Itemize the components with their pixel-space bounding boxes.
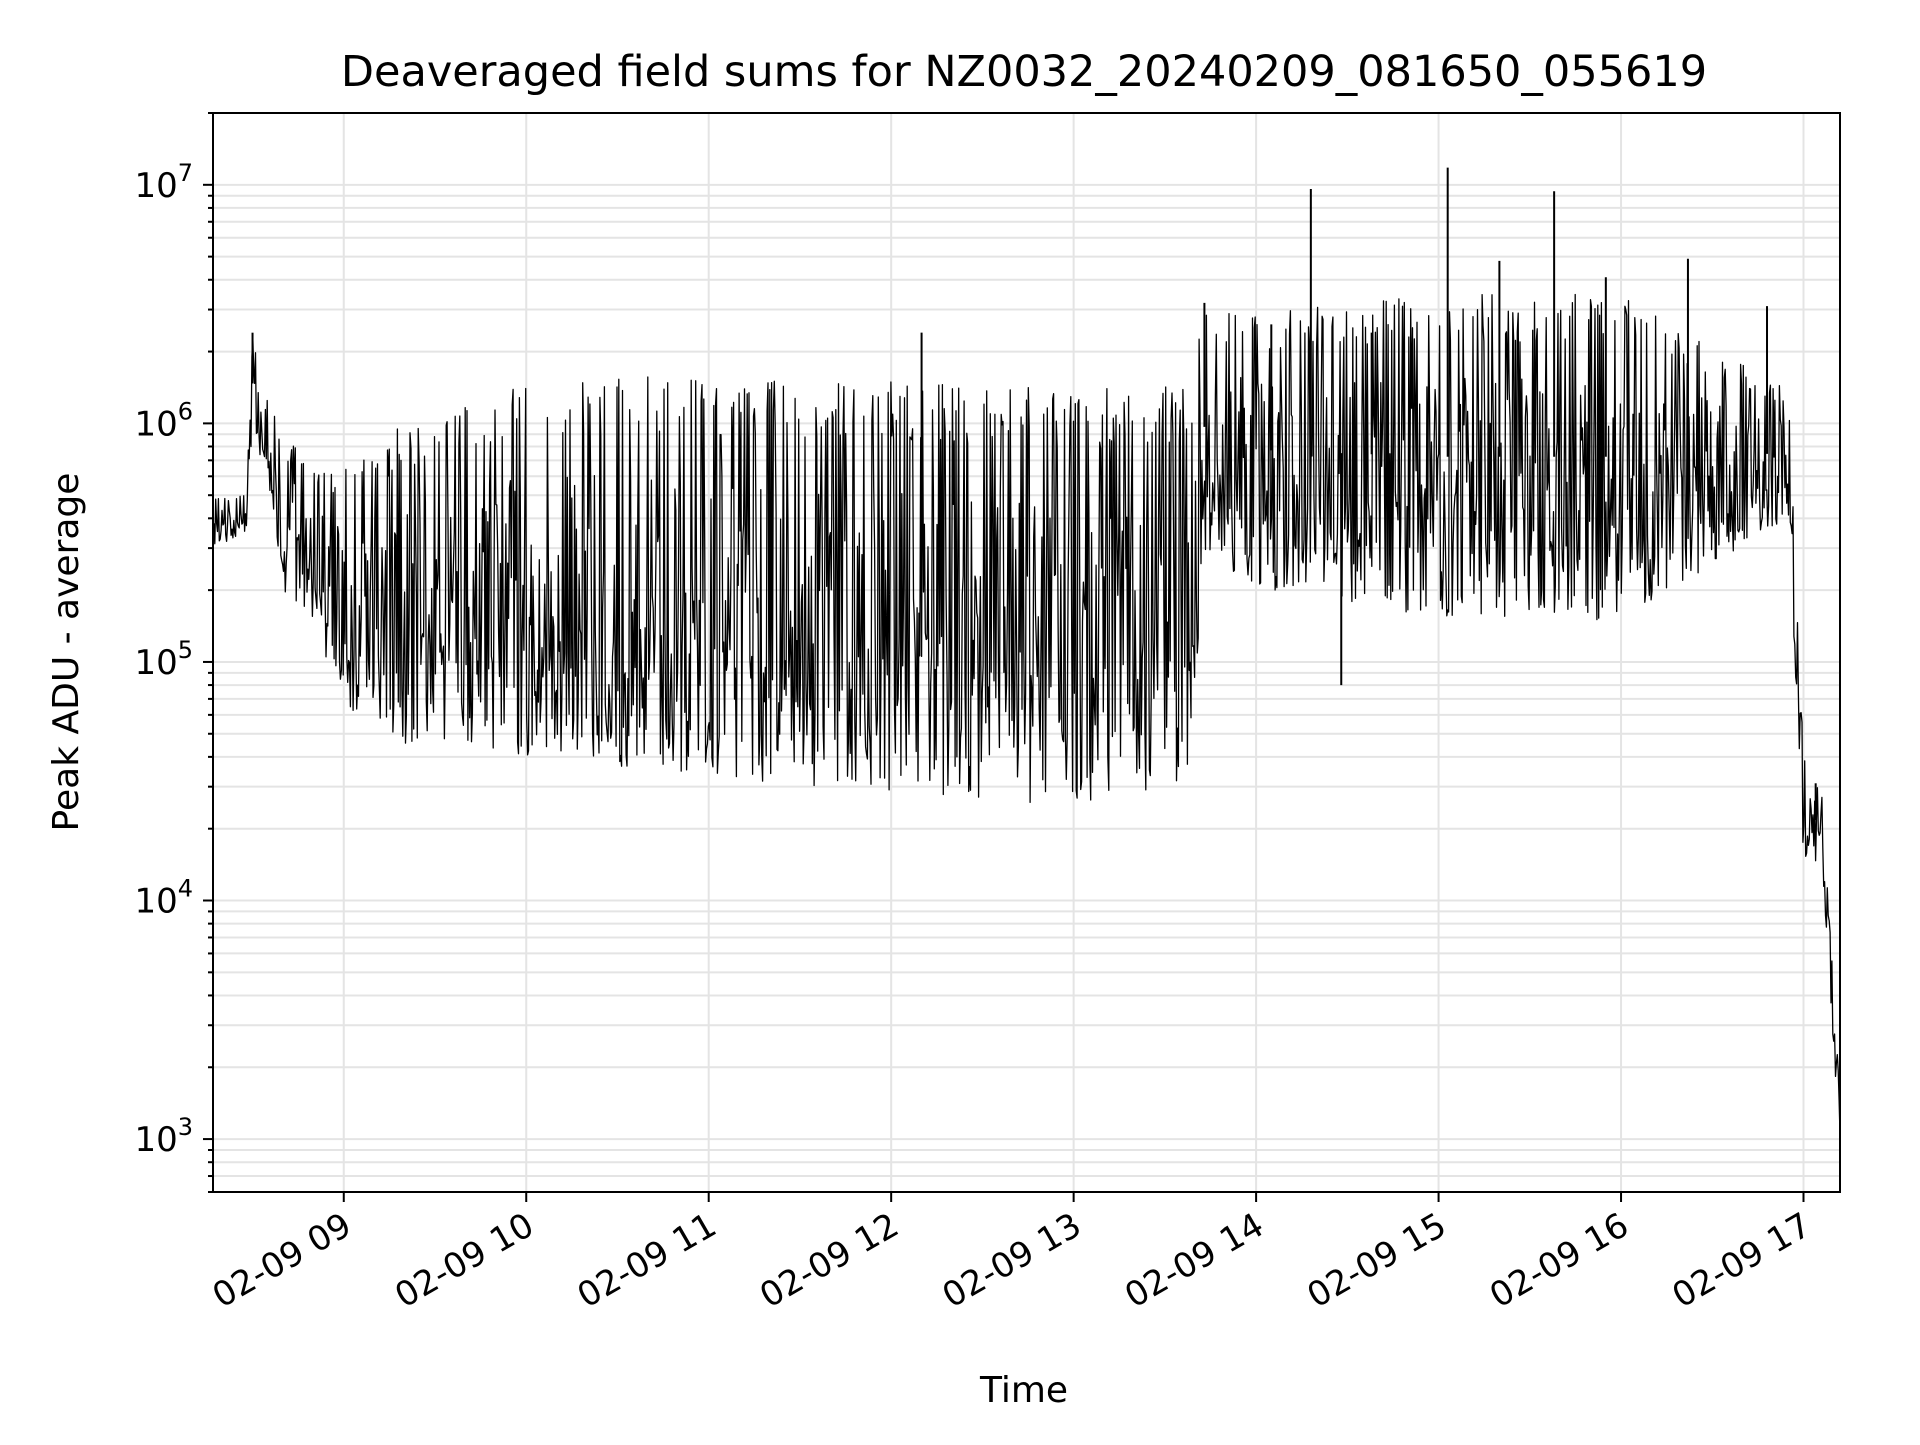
y-tick-label: 103 [134, 1113, 193, 1160]
x-axis-label: Time [979, 1370, 1068, 1411]
y-axis-label: Peak ADU - average [46, 473, 87, 832]
y-tick-label: 105 [134, 636, 193, 683]
plot-frame [212, 112, 1841, 1193]
chart-title: Deaveraged field sums for NZ0032_2024020… [341, 47, 1707, 97]
series-line [212, 293, 1841, 1135]
y-tick-label: 106 [134, 397, 193, 444]
y-tick-label: 107 [134, 159, 193, 206]
data-layer [212, 167, 1841, 1135]
y-tick-label: 104 [134, 875, 193, 922]
